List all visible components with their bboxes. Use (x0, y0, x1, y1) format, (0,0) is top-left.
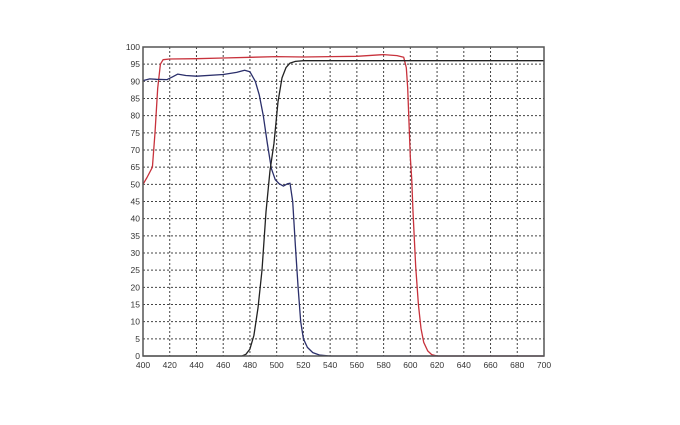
y-tick-label: 65 (131, 162, 141, 172)
x-tick-label: 540 (323, 360, 337, 370)
y-tick-label: 85 (131, 94, 141, 104)
y-tick-label: 20 (131, 282, 141, 292)
x-tick-label: 440 (189, 360, 203, 370)
series-line-1 (142, 53, 544, 357)
x-tick-label: 620 (430, 360, 444, 370)
x-tick-label: 460 (216, 360, 230, 370)
x-axis: 400 420 440 460 480 500 520 540 560 580 600 620 640 6… (136, 360, 551, 370)
x-tick-label: 700 (537, 360, 551, 370)
y-tick-label: 0 (135, 351, 140, 361)
y-tick-label: 25 (131, 265, 141, 275)
x-tick-label: 640 (457, 360, 471, 370)
y-tick-label: 5 (135, 334, 140, 344)
y-tick-label: 95 (131, 59, 141, 69)
x-tick-label: 600 (403, 360, 417, 370)
x-tick-label: 500 (270, 360, 284, 370)
x-tick-label: 400 (136, 360, 150, 370)
series-lines (142, 53, 544, 357)
y-tick-label: 100 (126, 42, 140, 52)
series-line-2 (142, 69, 544, 357)
y-tick-label: 15 (131, 300, 141, 310)
y-tick-label: 90 (131, 76, 141, 86)
x-tick-label: 580 (377, 360, 391, 370)
y-tick-label: 35 (131, 231, 141, 241)
x-tick-label: 480 (243, 360, 257, 370)
grid (143, 47, 544, 356)
y-tick-label: 80 (131, 111, 141, 121)
y-tick-label: 30 (131, 248, 141, 258)
x-tick-label: 420 (163, 360, 177, 370)
x-tick-label: 660 (483, 360, 497, 370)
y-tick-label: 70 (131, 145, 141, 155)
y-tick-label: 45 (131, 197, 141, 207)
series-line-3 (143, 60, 544, 357)
x-tick-label: 680 (510, 360, 524, 370)
y-tick-label: 40 (131, 214, 141, 224)
x-tick-label: 520 (296, 360, 310, 370)
y-tick-label: 50 (131, 179, 141, 189)
plot-frame (142, 46, 545, 357)
y-tick-label: 10 (131, 317, 141, 327)
x-tick-label: 560 (350, 360, 364, 370)
y-tick-label: 75 (131, 128, 141, 138)
